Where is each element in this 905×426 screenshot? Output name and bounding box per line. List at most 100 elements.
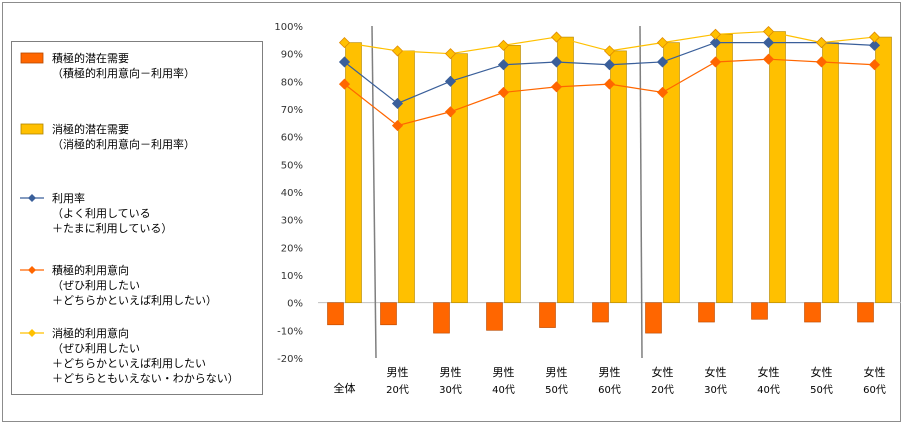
bar-消極的潜在需要 [875, 36, 892, 303]
legend-label: （ぜひ利用したい [52, 342, 140, 355]
y-tick-label: -20% [277, 354, 303, 365]
x-tick-label: 60代 [863, 384, 886, 396]
y-tick-label: 90% [281, 50, 303, 61]
point-消極的利用意向 [391, 45, 404, 57]
group-separator [639, 25, 643, 359]
legend-symbol [20, 266, 44, 274]
x-tick-label: 50代 [545, 384, 568, 396]
point-利用率 [762, 37, 775, 49]
point-積極的利用意向 [709, 56, 722, 68]
point-消極的利用意向 [338, 37, 351, 49]
bar-消極的潜在需要 [345, 42, 362, 303]
legend-symbol [20, 123, 44, 135]
legend-label: ＋どちらかといえば利用したい） [52, 294, 217, 307]
x-tick-label: 女性 [652, 365, 674, 379]
bar-積極的潜在需要 [327, 302, 344, 326]
x-tick-label: 50代 [810, 384, 833, 396]
bar-消極的潜在需要 [610, 50, 627, 303]
bar-消極的潜在需要 [716, 33, 733, 303]
legend-diamond [28, 194, 36, 202]
x-tick-label: 男性 [440, 365, 462, 379]
point-利用率 [868, 39, 881, 51]
point-積極的利用意向 [391, 120, 404, 132]
bar-積極的潜在需要 [486, 302, 503, 331]
x-tick-label: 30代 [704, 384, 727, 396]
point-消極的利用意向 [603, 45, 616, 57]
x-tick-label: 男性 [387, 365, 409, 379]
point-消極的利用意向 [497, 39, 510, 51]
point-利用率 [709, 37, 722, 49]
x-tick-label: 60代 [598, 384, 621, 396]
legend-label: 利用率 [52, 192, 85, 205]
legend-label: 積極的利用意向 [52, 264, 129, 277]
x-tick-label: 男性 [546, 365, 568, 379]
bar-積極的潜在需要 [857, 302, 874, 323]
legend-text: 積極的利用意向 （ぜひ利用したい ＋どちらかといえば利用したい） [52, 263, 217, 308]
bar-積極的潜在需要 [698, 302, 715, 323]
point-積極的利用意向 [338, 78, 351, 90]
point-積極的利用意向 [603, 78, 616, 90]
x-tick-label: 男性 [599, 365, 621, 379]
x-tick-label: 40代 [492, 384, 515, 396]
bar-積極的潜在需要 [751, 302, 768, 320]
legend-label: （消極的利用意向－利用率） [52, 138, 195, 151]
point-利用率 [656, 56, 669, 68]
point-利用率 [497, 59, 510, 71]
legend-label: （よく利用している [52, 207, 151, 220]
x-tick-label: 女性 [758, 365, 780, 379]
y-tick-label: 100% [274, 22, 303, 33]
x-tick-label: 20代 [651, 384, 674, 396]
point-利用率 [550, 56, 563, 68]
bar-消極的潜在需要 [398, 50, 415, 303]
bar-消極的潜在需要 [557, 36, 574, 303]
legend-text: 積極的潜在需要 （積極的利用意向－利用率） [52, 51, 195, 81]
point-利用率 [391, 97, 404, 110]
bar-積極的潜在需要 [804, 302, 821, 323]
legend-swatch [20, 123, 44, 135]
y-tick-label: 80% [281, 77, 303, 88]
bar-消極的潜在需要 [451, 53, 468, 303]
y-tick-label: 70% [281, 105, 303, 116]
y-tick-label: 60% [281, 133, 303, 144]
x-tick-label: 40代 [757, 384, 780, 396]
bar-消極的潜在需要 [822, 42, 839, 303]
legend-label: （ぜひ利用したい [52, 279, 140, 292]
point-積極的利用意向 [762, 53, 775, 65]
y-tick-label: 50% [281, 160, 303, 171]
point-積極的利用意向 [656, 86, 669, 98]
point-積極的利用意向 [497, 86, 510, 98]
legend-label: ＋どちらともいえない・わからない） [52, 372, 239, 385]
group-separator [371, 25, 377, 359]
legend-diamond [28, 266, 36, 274]
bar-積極的潜在需要 [645, 302, 662, 334]
bar-消極的潜在需要 [663, 42, 680, 303]
point-積極的利用意向 [815, 56, 828, 68]
point-消極的利用意向 [656, 37, 669, 49]
bar-消極的潜在需要 [504, 45, 521, 303]
y-tick-label: 30% [281, 216, 303, 227]
legend-swatch [20, 52, 44, 64]
legend-label: 積極的潜在需要 [52, 52, 129, 65]
point-利用率 [444, 75, 457, 87]
legend-text: 利用率 （よく利用している ＋たまに利用している） [52, 191, 172, 236]
x-tick-label: 女性 [864, 365, 886, 379]
legend-symbol [20, 194, 44, 202]
point-消極的利用意向 [762, 25, 775, 38]
point-積極的利用意向 [868, 59, 881, 71]
legend-label: ＋どちらかといえば利用したい [52, 357, 206, 370]
legend-label: 消極的利用意向 [52, 327, 129, 340]
x-tick-label: 30代 [439, 384, 462, 396]
y-tick-label: -10% [277, 326, 303, 337]
y-tick-label: 20% [281, 243, 303, 254]
point-消極的利用意向 [550, 31, 563, 43]
legend-symbol [20, 52, 44, 64]
point-消極的利用意向 [815, 37, 828, 49]
point-積極的利用意向 [444, 106, 457, 118]
legend-text: 消極的利用意向 （ぜひ利用したい ＋どちらかといえば利用したい ＋どちらともいえない・… [52, 326, 239, 386]
legend-label: ＋たまに利用している） [52, 222, 173, 235]
x-tick-label: 20代 [386, 384, 409, 396]
point-消極的利用意向 [868, 31, 881, 43]
legend-label: （積極的利用意向－利用率） [52, 67, 195, 80]
legend-text: 消極的潜在需要 （消極的利用意向－利用率） [52, 122, 195, 152]
